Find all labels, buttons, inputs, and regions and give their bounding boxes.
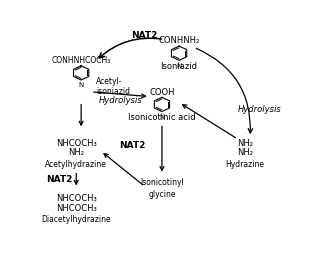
Text: NHCOCH₃: NHCOCH₃ [56,138,97,147]
Text: NHCOCH₃: NHCOCH₃ [56,204,97,213]
Text: N: N [176,63,182,69]
Text: Isonicotinic acid: Isonicotinic acid [128,113,196,122]
Text: COOH: COOH [149,88,175,97]
Text: Acetylhydrazine: Acetylhydrazine [45,160,107,169]
Text: N: N [159,114,165,120]
Text: glycine: glycine [148,190,176,199]
Text: NAT2: NAT2 [119,141,146,150]
Text: NH₂: NH₂ [237,148,253,157]
FancyArrowPatch shape [99,38,162,58]
Text: Hydrolysis: Hydrolysis [238,105,282,114]
Text: CONHNH₂: CONHNH₂ [158,36,200,45]
Text: N: N [78,82,84,88]
Text: CONHNHCOCH₃: CONHNHCOCH₃ [52,56,111,65]
Text: Isonicotinyl: Isonicotinyl [140,178,184,187]
Text: NH₂: NH₂ [68,148,84,157]
Text: Acetyl-: Acetyl- [96,78,122,87]
Text: NH₂: NH₂ [237,138,253,147]
Text: NAT2: NAT2 [132,31,158,40]
Text: Hydrolysis: Hydrolysis [99,96,142,105]
Text: Isoniazid: Isoniazid [161,62,198,71]
Text: NAT2: NAT2 [46,175,72,184]
Text: NHCOCH₃: NHCOCH₃ [56,194,97,203]
FancyArrowPatch shape [196,48,252,133]
Text: isoniazid: isoniazid [96,87,130,96]
Text: Diacetylhydrazine: Diacetylhydrazine [41,216,111,225]
Text: Hydrazine: Hydrazine [226,160,265,169]
